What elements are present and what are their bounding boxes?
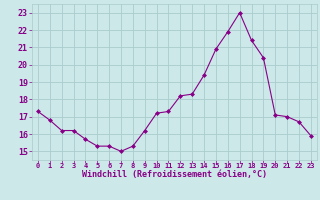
X-axis label: Windchill (Refroidissement éolien,°C): Windchill (Refroidissement éolien,°C) [82,170,267,179]
